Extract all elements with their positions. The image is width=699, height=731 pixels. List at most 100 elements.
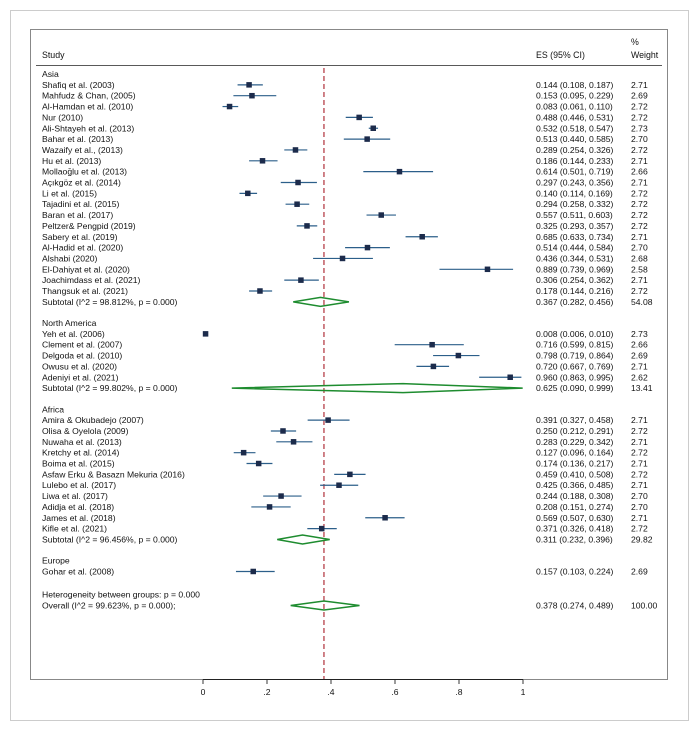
study-es-text: 0.569 (0.507, 0.630) — [536, 513, 614, 523]
study-weight: 2.72 — [631, 112, 648, 122]
study-label: Baran et al. (2017) — [42, 210, 113, 220]
study-es-text: 0.716 (0.599, 0.815) — [536, 340, 614, 350]
effect-marker — [266, 504, 273, 510]
study-weight: 2.72 — [631, 221, 648, 231]
subtotal-weight: 54.08 — [631, 297, 653, 307]
group-label: Africa — [42, 404, 64, 414]
effect-marker — [370, 125, 376, 131]
study-label: Joachimdass et al. (2021) — [42, 275, 141, 285]
study-label: Al-Hamdan et al. (2010) — [42, 102, 133, 112]
header-es: ES (95% CI) — [536, 50, 585, 60]
study-weight: 2.72 — [631, 188, 648, 198]
subtotal-label: Subtotal (I^2 = 98.812%, p = 0.000) — [42, 297, 178, 307]
study-weight: 2.71 — [631, 178, 648, 188]
x-tick-label: 1 — [521, 687, 526, 697]
study-weight: 2.71 — [631, 156, 648, 166]
x-axis-ticks: 0 .2 .4 .6 .8 1 — [201, 679, 526, 697]
study-label: Nuwaha et al. (2013) — [42, 437, 122, 447]
subtotal-label: Subtotal (I^2 = 99.802%, p = 0.000) — [42, 383, 178, 393]
study-label: Delgoda et al. (2010) — [42, 351, 122, 361]
study-label: Adeniyi et al. (2021) — [42, 372, 119, 382]
study-label: Mollaoğlu et al. (2013) — [42, 167, 127, 177]
study-es-text: 0.289 (0.254, 0.326) — [536, 145, 614, 155]
study-label: Yeh et al. (2006) — [42, 329, 105, 339]
x-tick-label: .4 — [327, 687, 334, 697]
effect-marker — [292, 147, 299, 153]
study-weight: 2.66 — [631, 167, 648, 177]
study-label: Clement et al. (2007) — [42, 340, 122, 350]
study-weight: 2.72 — [631, 286, 648, 296]
study-es-text: 0.178 (0.144, 0.216) — [536, 286, 614, 296]
study-weight: 2.72 — [631, 524, 648, 534]
study-es-text: 0.306 (0.254, 0.362) — [536, 275, 614, 285]
study-es-text: 0.425 (0.366, 0.485) — [536, 480, 614, 490]
study-es-text: 0.325 (0.293, 0.357) — [536, 221, 614, 231]
study-weight: 2.71 — [631, 415, 648, 425]
study-label: James et al. (2018) — [42, 513, 116, 523]
study-weight: 2.69 — [631, 351, 648, 361]
effect-marker — [304, 223, 310, 229]
study-es-text: 0.174 (0.136, 0.217) — [536, 459, 614, 469]
study-label: Peltzer& Pengpid (2019) — [42, 221, 136, 231]
study-label: Ali-Shtayeh et al. (2013) — [42, 123, 134, 133]
study-es-text: 0.283 (0.229, 0.342) — [536, 437, 614, 447]
study-label: Shafiq et al. (2003) — [42, 80, 115, 90]
group-label: North America — [42, 318, 97, 328]
study-weight: 2.58 — [631, 264, 648, 274]
header-weight-percent: % — [631, 37, 639, 47]
effect-marker — [325, 417, 331, 423]
study-label: Adidja et al. (2018) — [42, 502, 114, 512]
study-weight: 2.71 — [631, 80, 648, 90]
study-weight: 2.68 — [631, 253, 648, 263]
study-es-text: 0.391 (0.327, 0.458) — [536, 415, 614, 425]
heterogeneity-text: Heterogeneity between groups: p = 0.000 — [42, 590, 200, 600]
effect-marker — [259, 158, 266, 164]
effect-marker — [280, 428, 286, 434]
group-label: Asia — [42, 69, 59, 79]
study-weight: 2.71 — [631, 232, 648, 242]
study-es-text: 0.244 (0.188, 0.308) — [536, 491, 614, 501]
overall-weight: 100.00 — [631, 600, 658, 610]
subtotal-weight: 13.41 — [631, 383, 653, 393]
effect-marker — [484, 266, 491, 273]
study-weight: 2.73 — [631, 123, 648, 133]
header-study: Study — [42, 50, 65, 60]
study-weight: 2.73 — [631, 329, 648, 339]
study-es-text: 0.960 (0.863, 0.995) — [536, 372, 614, 382]
effect-marker — [364, 244, 371, 251]
outer-border — [10, 10, 689, 721]
study-label: Amira & Okubadejo (2007) — [42, 415, 144, 425]
study-es-text: 0.720 (0.667, 0.769) — [536, 361, 614, 371]
effect-marker — [419, 234, 425, 240]
effect-marker — [240, 449, 247, 456]
study-label: Liwa et al. (2017) — [42, 491, 108, 501]
study-label: Lulebo et al. (2017) — [42, 480, 116, 490]
effect-marker — [455, 352, 462, 359]
subtotal-diamond — [231, 382, 523, 394]
study-es-text: 0.459 (0.410, 0.508) — [536, 469, 614, 479]
study-es-text: 0.153 (0.095, 0.229) — [536, 91, 614, 101]
study-es-text: 0.557 (0.511, 0.603) — [536, 210, 613, 220]
study-label: Kretchy et al. (2014) — [42, 448, 120, 458]
study-weight: 2.72 — [631, 102, 648, 112]
effect-marker — [429, 341, 435, 348]
effect-marker — [226, 103, 233, 110]
study-label: Asfaw Erku & Basazn Mekuria (2016) — [42, 469, 185, 479]
study-weight: 2.71 — [631, 513, 648, 523]
subtotal-diamond — [277, 534, 330, 545]
study-es-text: 0.436 (0.344, 0.531) — [536, 253, 614, 263]
subtotal-es-text: 0.311 (0.232, 0.396) — [536, 534, 613, 544]
study-weight: 2.70 — [631, 134, 648, 144]
study-es-text: 0.685 (0.633, 0.734) — [536, 232, 614, 242]
study-weight: 2.66 — [631, 340, 648, 350]
study-label: Li et al. (2015) — [42, 188, 97, 198]
study-label: Açıkgöz et al. (2014) — [42, 178, 121, 188]
subtotal-diamond — [293, 296, 350, 308]
effect-marker — [347, 471, 353, 478]
study-weight: 2.69 — [631, 566, 648, 576]
subtotal-label: Subtotal (I^2 = 96.456%, p = 0.000) — [42, 534, 178, 544]
study-label: Owusu et al. (2020) — [42, 361, 117, 371]
study-label: Nur (2010) — [42, 112, 83, 122]
study-label: Gohar et al. (2008) — [42, 566, 114, 576]
